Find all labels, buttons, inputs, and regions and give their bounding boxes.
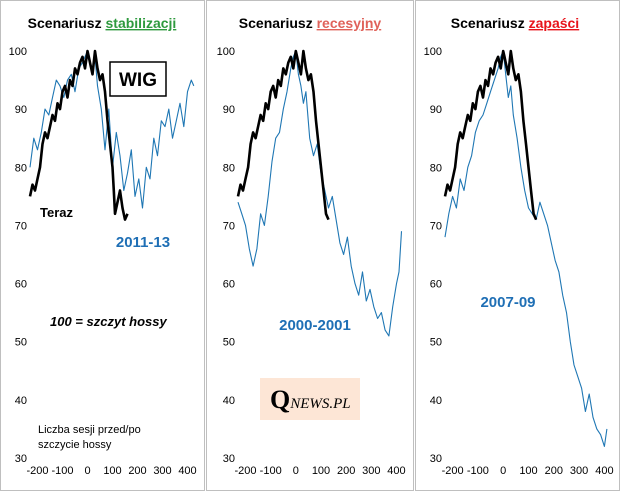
series-line-blue [29,50,195,209]
panel-2: Scenariusz recesyjny 30 40 50 60 70 80 90 100 -20… [217,15,406,477]
y-tick-label: 60 [223,279,235,291]
x-tick-label: 400 [387,465,405,477]
x-tick-label: 100 [103,465,121,477]
y-tick-label: 80 [430,162,442,174]
chart-title: Scenariusz recesyjny [239,15,382,31]
chart-title: Scenariusz stabilizacji [28,15,177,31]
y-tick-label: 50 [430,337,442,349]
y-tick-label: 60 [15,279,27,291]
wig-box [109,61,167,97]
x-tick-label: -200 [442,465,464,477]
y-tick-label: 40 [15,395,27,407]
y-tick-label: 30 [223,453,235,465]
y-tick-label: 90 [223,104,235,116]
x-tick-label: 100 [312,465,330,477]
x-tick-label: 200 [337,465,355,477]
panel-3: Scenariusz zapaści 30 40 50 60 70 80 90 100 -200-… [424,15,614,477]
y-tick-label: 90 [15,104,27,116]
y-tick-label: 40 [223,395,235,407]
x-note-line1: Liczba sesji przed/po [38,424,141,436]
y-tick-label: 50 [15,337,27,349]
series-line-black [28,49,129,221]
x-tick-label: 0 [500,465,506,477]
x-tick-label: 200 [545,465,563,477]
logo-box [260,378,360,420]
peak-note: 100 = szczyt hossy [50,314,167,329]
x-tick-label: -200 [26,465,48,477]
x-tick-label: -200 [235,465,257,477]
logo-rest: NEWS.PL [289,396,350,412]
period-label: 2000-2001 [279,317,351,334]
x-tick-label: 0 [84,465,90,477]
y-tick-label: 100 [217,46,235,58]
x-tick-label: 0 [293,465,299,477]
panel-border-2 [206,0,414,491]
x-tick-label: 100 [519,465,537,477]
now-label: Teraz [40,205,73,220]
x-tick-label: -100 [51,465,73,477]
y-tick-label: 70 [223,220,235,232]
panel-1: Scenariusz stabilizacji 30 40 50 60 70 80 90 100… [9,15,197,477]
y-tick-label: 70 [430,220,442,232]
title-highlight: stabilizacji [106,15,177,31]
title-prefix: Scenariusz [28,15,106,31]
title-highlight: recesyjny [317,15,382,31]
panel-border-1 [0,0,205,491]
y-tick-label: 100 [424,46,442,58]
title-prefix: Scenariusz [239,15,317,31]
y-tick-label: 100 [9,46,27,58]
y-tick-label: 90 [430,104,442,116]
logo-first-letter: Q [270,385,290,414]
x-tick-label: 300 [570,465,588,477]
x-tick-label: 300 [153,465,171,477]
series-line-blue [237,50,403,337]
x-tick-label: -100 [467,465,489,477]
period-label: 2011-13 [116,234,170,251]
panel-border-3 [415,0,620,491]
y-tick-label: 30 [15,453,27,465]
y-tick-label: 30 [430,453,442,465]
y-tick-label: 60 [430,279,442,291]
wig-label: WIG [119,70,157,91]
x-tick-label: 400 [595,465,613,477]
y-tick-label: 80 [223,162,235,174]
y-tick-label: 80 [15,162,27,174]
title-prefix: Scenariusz [451,15,529,31]
x-tick-label: 400 [178,465,196,477]
x-tick-label: 300 [362,465,380,477]
y-tick-label: 50 [223,337,235,349]
y-tick-label: 70 [15,220,27,232]
x-tick-label: 200 [128,465,146,477]
series-line-black [236,49,330,221]
chart-title: Scenariusz zapaści [451,15,579,31]
title-highlight: zapaści [529,15,580,31]
period-label: 2007-09 [480,294,535,311]
series-line-blue [444,50,608,447]
x-tick-label: -100 [260,465,282,477]
series-line-black [443,49,538,221]
logo-text: QNEWS.PL [270,385,351,414]
y-tick-label: 40 [430,395,442,407]
x-note-line2: szczycie hossy [38,439,112,451]
